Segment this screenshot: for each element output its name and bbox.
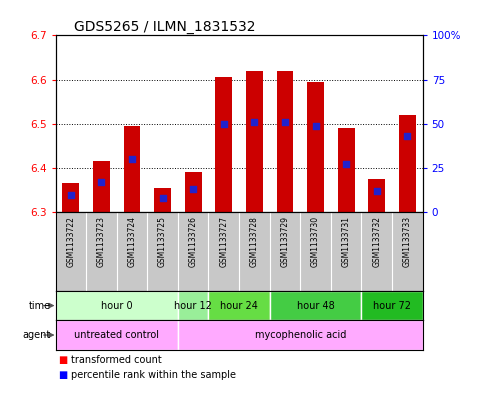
Text: hour 12: hour 12: [174, 301, 212, 310]
Point: [220, 121, 227, 127]
Text: GSM1133729: GSM1133729: [281, 216, 289, 267]
Bar: [307, 82, 324, 212]
Text: GSM1133727: GSM1133727: [219, 216, 228, 267]
Text: GSM1133722: GSM1133722: [66, 216, 75, 267]
Text: GSM1133732: GSM1133732: [372, 216, 381, 267]
Bar: [93, 162, 110, 212]
Text: mycophenolic acid: mycophenolic acid: [255, 330, 346, 340]
Text: GSM1133724: GSM1133724: [128, 216, 137, 267]
Text: GSM1133726: GSM1133726: [189, 216, 198, 267]
Point: [342, 161, 350, 167]
Text: GSM1133730: GSM1133730: [311, 216, 320, 267]
Text: GSM1133731: GSM1133731: [341, 216, 351, 267]
Text: untreated control: untreated control: [74, 330, 159, 340]
Text: GDS5265 / ILMN_1831532: GDS5265 / ILMN_1831532: [74, 20, 256, 34]
Bar: [369, 179, 385, 212]
Point: [403, 133, 411, 140]
Text: transformed count: transformed count: [71, 354, 162, 365]
Bar: [270, 291, 361, 320]
Point: [128, 156, 136, 162]
Text: GSM1133725: GSM1133725: [158, 216, 167, 267]
Bar: [56, 291, 178, 320]
Text: hour 0: hour 0: [101, 301, 132, 310]
Bar: [56, 320, 178, 350]
Bar: [209, 291, 270, 320]
Point: [251, 119, 258, 125]
Bar: [185, 173, 201, 212]
Text: hour 48: hour 48: [297, 301, 334, 310]
Point: [98, 179, 105, 185]
Bar: [338, 128, 355, 212]
Point: [189, 186, 197, 192]
Point: [373, 188, 381, 194]
Text: agent: agent: [23, 330, 51, 340]
Text: time: time: [28, 301, 51, 310]
Text: GSM1133728: GSM1133728: [250, 216, 259, 267]
Text: ■: ■: [58, 370, 67, 380]
Bar: [246, 71, 263, 212]
Bar: [361, 291, 423, 320]
Text: GSM1133733: GSM1133733: [403, 216, 412, 267]
Text: GSM1133723: GSM1133723: [97, 216, 106, 267]
Bar: [62, 184, 79, 212]
Point: [159, 195, 167, 201]
Bar: [154, 188, 171, 212]
Point: [67, 191, 75, 198]
Bar: [178, 320, 423, 350]
Point: [312, 122, 319, 129]
Text: hour 24: hour 24: [220, 301, 258, 310]
Bar: [215, 77, 232, 212]
Point: [281, 119, 289, 125]
Bar: [399, 115, 416, 212]
Bar: [277, 71, 293, 212]
Bar: [178, 291, 209, 320]
Text: hour 72: hour 72: [373, 301, 411, 310]
Text: percentile rank within the sample: percentile rank within the sample: [71, 370, 236, 380]
Text: ■: ■: [58, 354, 67, 365]
Bar: [124, 126, 141, 212]
